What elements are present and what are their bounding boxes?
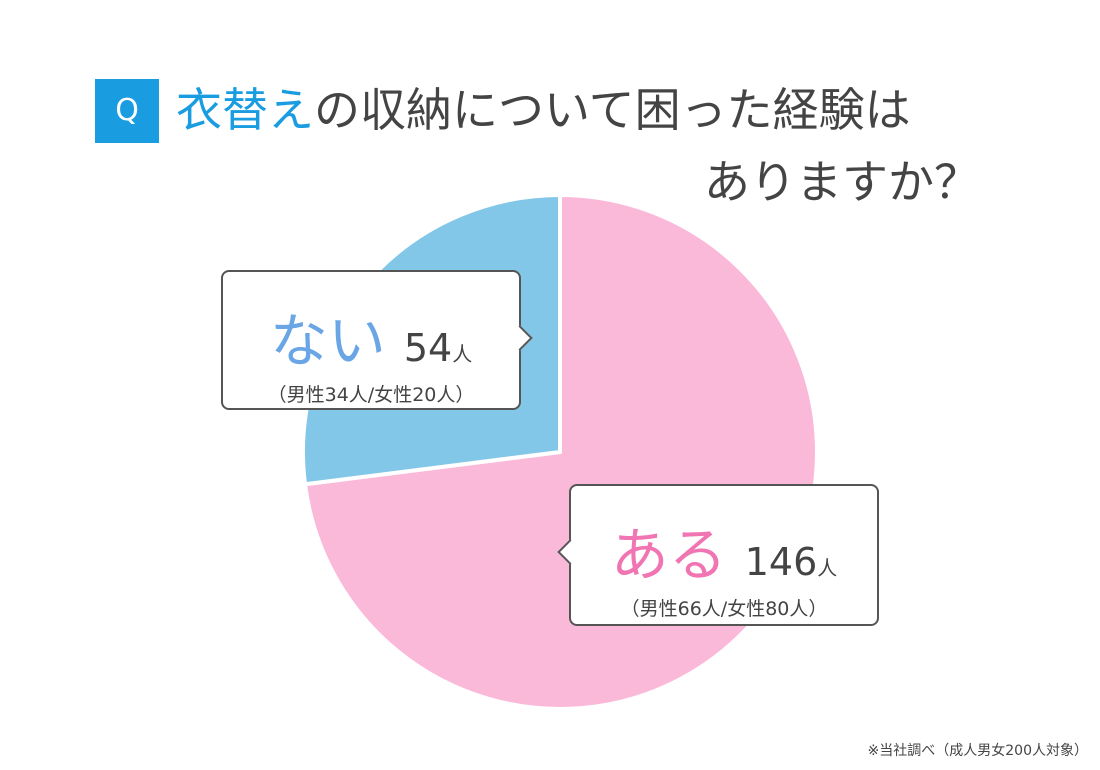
question-title: 衣替えの収納について困った経験は ありますか？ — [176, 74, 1056, 218]
unit-nai: 人 — [452, 342, 473, 366]
answer-label-aru: ある — [610, 521, 727, 589]
breakdown-nai: （男性34人/女性20人） — [267, 384, 475, 406]
breakdown-aru: （男性66人/女性80人） — [620, 598, 828, 620]
title-rest: の収納について困った経験は — [314, 83, 911, 137]
answer-label-nai: ない — [269, 307, 386, 375]
count-nai: 54 — [403, 326, 453, 370]
callout-nai: ない 54人 （男性34人/女性20人） — [221, 270, 533, 410]
count-aru: 146 — [744, 540, 818, 584]
title-line2: ありますか？ — [704, 155, 980, 209]
unit-aru: 人 — [817, 556, 838, 580]
footnote: ※当社調べ（成人男女200人対象） — [867, 743, 1088, 759]
title-accent: 衣替え — [176, 83, 314, 137]
callout-aru: ある 146人 （男性66人/女性80人） — [557, 484, 879, 626]
question-badge: Q — [95, 79, 159, 143]
